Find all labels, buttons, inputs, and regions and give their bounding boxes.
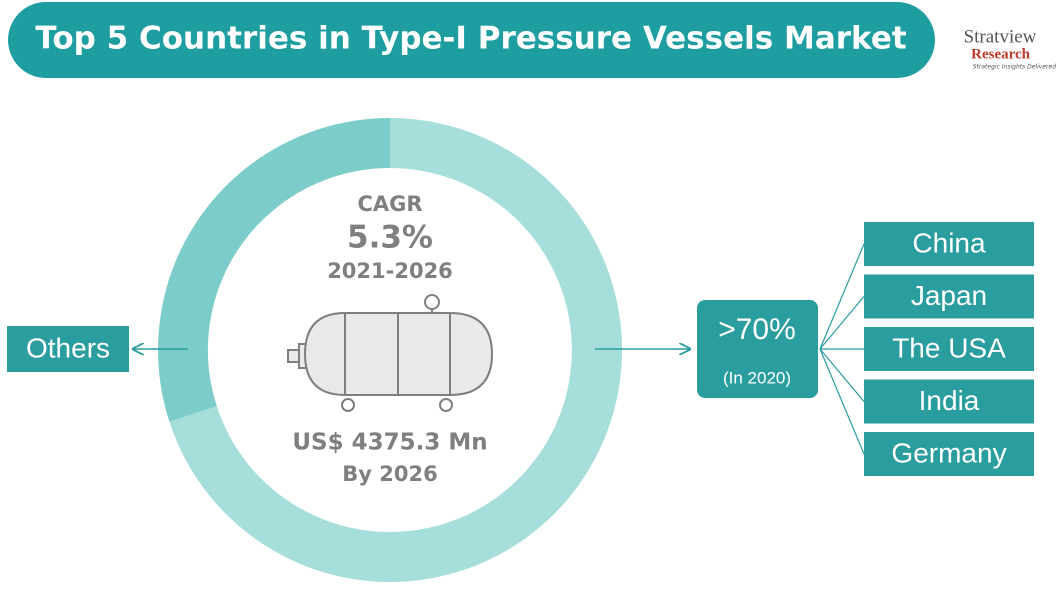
title-banner [8,2,935,78]
country-label: The USA [892,332,1006,363]
share-box [697,300,818,398]
country-box [864,327,1034,371]
connector [819,348,865,455]
share: >70% [718,313,796,346]
country-box [864,274,1034,319]
market-year: By 2026 [342,462,437,486]
period: 2021-2026 [327,259,453,283]
country-box [864,379,1034,424]
country-box [864,432,1034,476]
country-label: China [912,227,986,258]
title: Top 5 Countries in Type-I Pressure Vesse… [35,21,907,57]
cagr-value: 5.3% [347,220,433,256]
country-box [864,222,1034,266]
cagr-label: CAGR [357,192,422,216]
country-label: India [919,385,980,416]
logo-sub: Research [971,46,1031,62]
logo-tagline: Strategic Insights Delivered [973,64,1056,71]
country-label: Japan [911,280,987,311]
share-year: (In 2020) [723,368,791,387]
others-label: Others [26,332,110,363]
connector [819,296,865,350]
others-box [7,326,129,372]
connector [819,243,865,350]
connector [819,348,865,402]
tank-icon [287,294,494,412]
market-size: US$ 4375.3 Mn [292,430,487,456]
donut-others [158,118,390,422]
country-label: Germany [891,437,1006,468]
logo-name: Stratview [964,26,1037,47]
